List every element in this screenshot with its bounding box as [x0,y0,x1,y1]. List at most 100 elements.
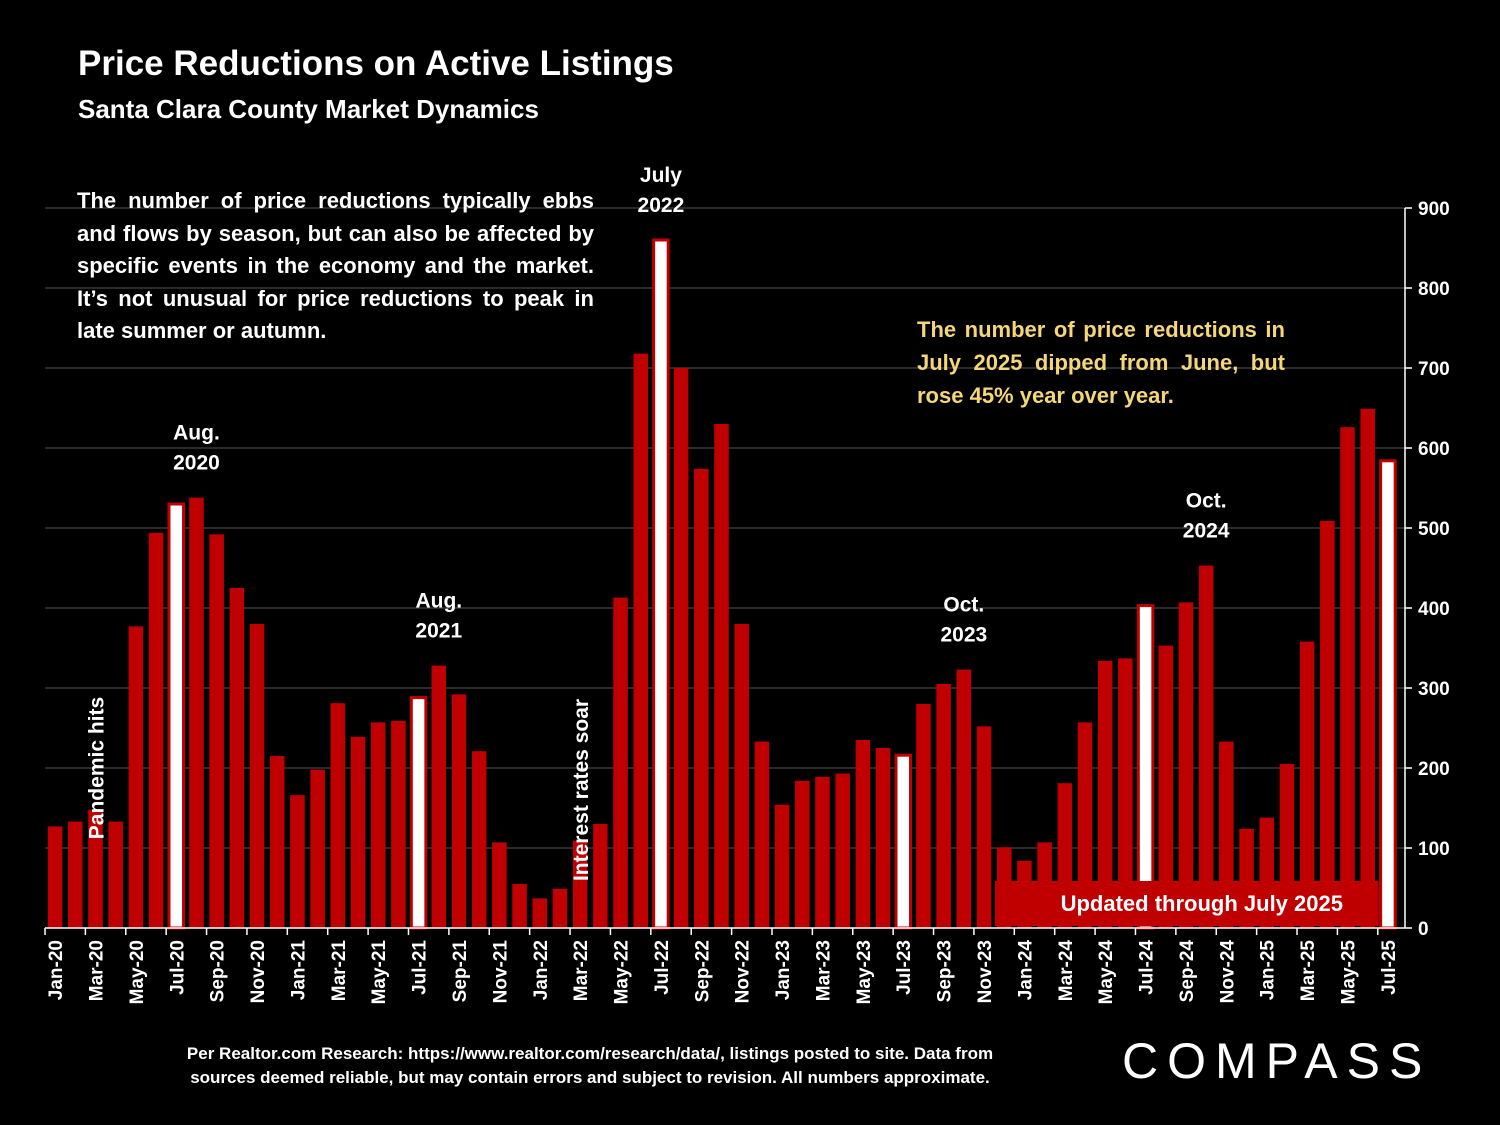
annotation-label: 2023 [940,624,987,647]
y-tick-label: 500 [1418,519,1450,540]
x-tick-label: Jan-20 [46,940,67,1000]
bar [916,704,931,928]
bar [633,353,648,929]
x-tick-label: Nov-22 [733,940,754,1003]
bar-highlight [167,502,186,930]
bar [734,624,749,928]
annotation-label: Aug. [173,422,220,445]
x-tick-label: Mar-20 [86,940,107,1001]
x-tick-label: Mar-24 [1056,940,1077,1002]
annotation-label: Aug. [415,590,462,613]
bar-highlight [409,696,428,930]
x-tick-label: Mar-25 [1298,940,1319,1002]
bar [492,842,507,928]
bar [795,780,810,928]
bar [855,740,871,928]
bar [1118,658,1133,928]
bar-highlight [894,753,913,930]
x-tick-label: Jul-25 [1379,940,1400,995]
annotation-label: 2022 [638,194,685,217]
bar [1360,408,1375,928]
bar [754,741,770,928]
bar [391,720,406,928]
bar [1198,565,1214,928]
compass-logo: COMPASS [1122,1033,1432,1089]
x-tick-label: Jul-22 [652,940,673,995]
footnote-line-1: Per Realtor.com Research: https://www.re… [186,1044,994,1063]
annotation-label: Oct. [1186,490,1227,513]
bar [310,769,325,928]
x-tick-label: Jan-25 [1258,940,1279,1001]
x-tick-label: Jul-23 [894,940,915,995]
y-tick-label: 0 [1418,919,1429,940]
bar [1299,641,1315,928]
x-tick-label: Jan-23 [773,940,794,1000]
bar [229,588,245,928]
x-tick-label: Sep-21 [450,940,471,1003]
bar [774,804,790,928]
x-tick-label: Jul-24 [1137,940,1158,995]
x-tick-label: Sep-22 [692,940,713,1002]
x-tick-label: Nov-23 [975,940,996,1003]
bar [451,694,467,928]
x-tick-label: Mar-21 [329,940,350,1002]
y-tick-label: 600 [1418,439,1450,460]
bar [370,722,386,928]
bar [1340,427,1355,928]
bar [875,748,891,928]
annotation-label: 2021 [415,620,462,643]
x-tick-label: May-25 [1339,940,1360,1005]
y-tick-label: 900 [1418,199,1450,220]
intro-text: The number of price reductions typically… [77,188,594,343]
bar [593,824,608,928]
bar [552,888,568,928]
x-tick-label: Jul-21 [410,940,431,995]
bar [1158,645,1174,928]
bar [471,751,487,928]
bar [1178,602,1194,928]
bar [1320,520,1335,928]
x-tick-label: Sep-20 [208,940,229,1002]
bar [128,626,144,928]
source-footnote: Per Realtor.com Research: https://www.re… [90,1042,1090,1090]
bar [572,840,588,928]
bar [694,468,709,928]
bar [976,726,992,928]
bar [330,703,346,928]
x-tick-label: Nov-20 [248,940,269,1003]
bar [512,884,527,928]
annotation-label: 2020 [173,452,220,475]
x-tick-label: May-21 [369,940,390,1005]
x-tick-label: May-23 [854,940,875,1004]
bar [936,684,951,928]
y-tick-label: 300 [1418,679,1450,700]
footnote-line-2: sources deemed reliable, but may contain… [190,1068,990,1087]
bar-highlight [1379,459,1397,930]
update-banner-text: Updated through July 2025 [1061,891,1343,916]
bar [714,424,729,928]
annotation-label: 2024 [1183,520,1230,543]
chart-subtitle: Santa Clara County Market Dynamics [78,94,539,124]
bar [350,736,366,928]
annotation-label: Oct. [943,594,984,617]
bar [1077,722,1093,928]
x-tick-label: Sep-24 [1177,940,1198,1003]
x-tick-label: Jan-22 [531,940,552,1000]
x-tick-label: Nov-24 [1217,940,1238,1004]
bar [1097,660,1113,928]
bar [68,821,83,928]
bar [290,795,305,928]
y-tick-label: 100 [1418,839,1450,860]
bar [47,826,63,928]
x-tick-label: May-20 [127,940,148,1004]
x-tick-label: Mar-23 [813,940,834,1001]
x-tick-label: Mar-22 [571,940,592,1001]
x-tick-label: May-22 [612,940,633,1004]
bar [88,809,103,928]
bar [613,597,628,928]
bar [673,368,689,928]
bar [209,534,224,928]
chart-title: Price Reductions on Active Listings [78,44,674,83]
y-tick-label: 400 [1418,599,1450,620]
